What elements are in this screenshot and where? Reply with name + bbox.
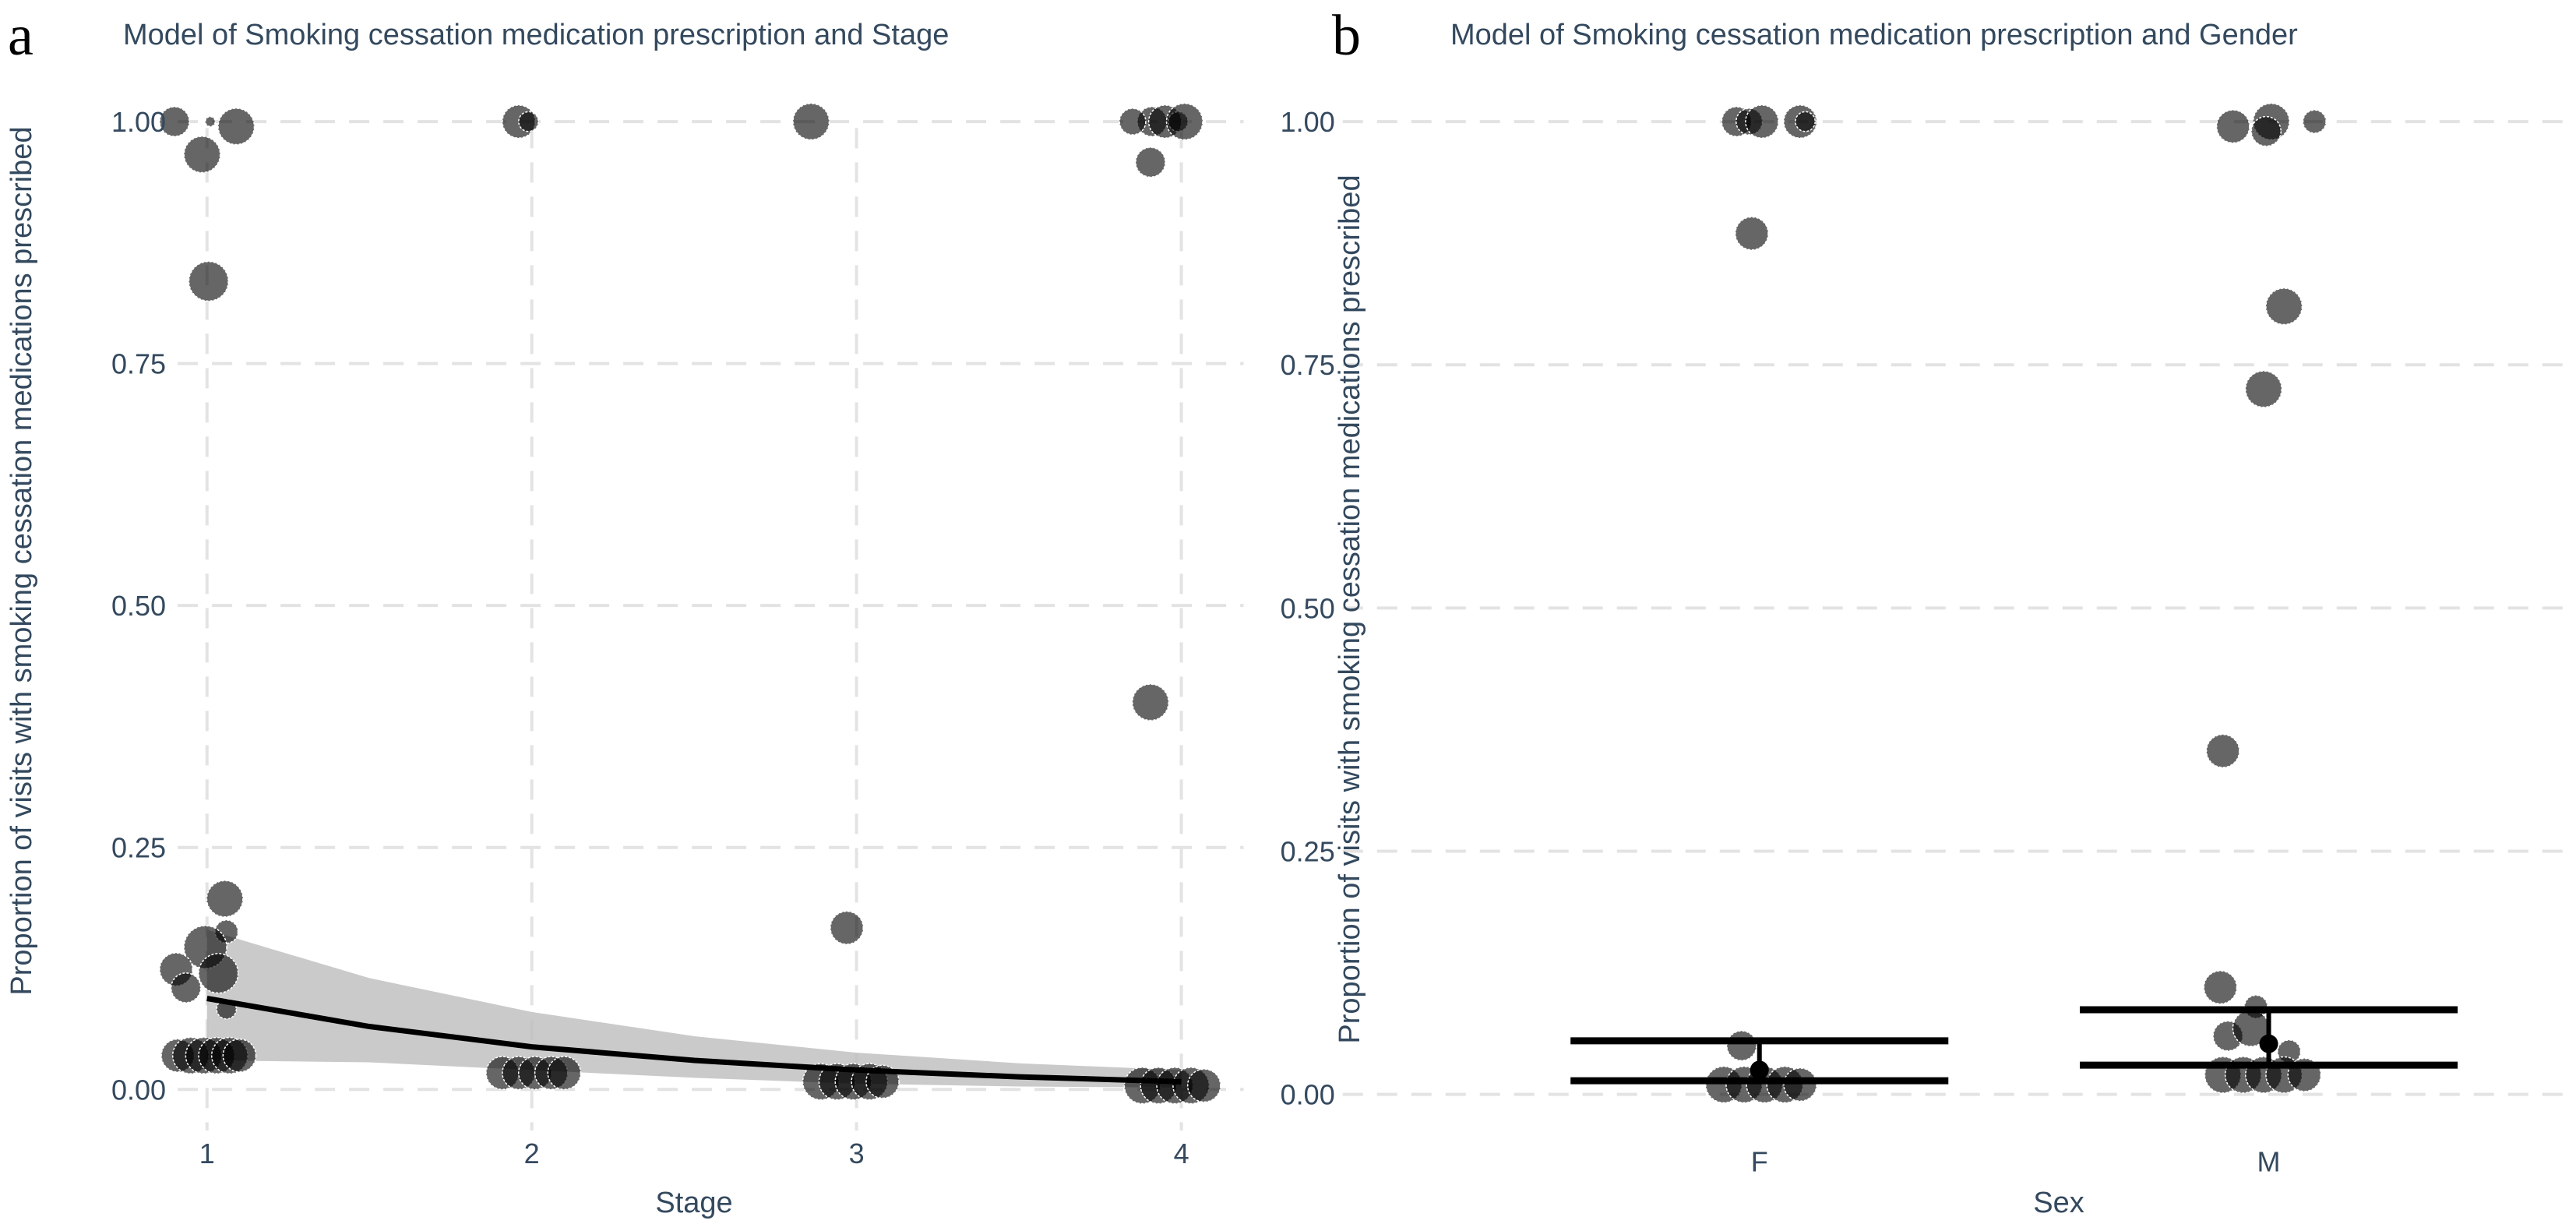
panel-a-data-point [183, 136, 221, 174]
panel-a-data-point [1132, 683, 1169, 721]
panel-a-x-tick-label: 1 [199, 1138, 215, 1169]
panel-a-y-tick-label: 1.00 [111, 106, 166, 138]
panel-b-data-point [2250, 115, 2282, 147]
panel-b-data-point [2215, 109, 2250, 144]
panel-a-data-point [1135, 146, 1166, 178]
panel-a-x-tick-label: 3 [849, 1138, 865, 1169]
panel-a-data-point [170, 972, 202, 1004]
panel-a-data-point [204, 115, 216, 128]
panel-a-data-point [1119, 108, 1147, 136]
panel-b-data-point [1783, 1067, 1817, 1102]
panel-a-data-point [217, 108, 255, 146]
panel-a-y-tick-label: 0.50 [111, 590, 166, 622]
panel-b-y-tick-label: 0.00 [1281, 1079, 1335, 1111]
panel-b-y-tick-label: 1.00 [1281, 106, 1335, 138]
panel-b-y-tick-label: 0.75 [1281, 349, 1335, 381]
panel-b-data-point [1745, 104, 1779, 139]
panel-a-data-point [222, 1038, 257, 1073]
panel-b-y-axis-label: Proportion of visits with smoking cessat… [1334, 175, 1366, 1043]
panel-b-x-tick-label: M [2257, 1146, 2281, 1178]
panel-b-y-tick-label: 0.25 [1281, 835, 1335, 867]
panel-a-data-point [792, 103, 830, 141]
panel-a-y-tick-label: 0.25 [111, 832, 166, 864]
panel-a-data-point [547, 1056, 582, 1090]
panel-a-data-point [206, 880, 244, 918]
panel-b-estimate-point [2259, 1034, 2278, 1053]
panel-a-data-point [198, 953, 239, 994]
panel-a-data-point [830, 910, 864, 945]
panel-b-estimate-point [1750, 1060, 1769, 1080]
panel-b-data-point [2302, 109, 2327, 134]
panel-b-data-point [2245, 370, 2282, 408]
panel-b-title: Model of Smoking cessation medication pr… [1450, 19, 2298, 51]
panel-a-y-tick-label: 0.75 [111, 348, 166, 380]
panel-a-y-axis-label: Proportion of visits with smoking cessat… [5, 126, 38, 995]
panel-b-x-axis-label: Sex [2033, 1187, 2084, 1219]
panel-a-title: Model of Smoking cessation medication pr… [123, 19, 949, 51]
panel-b-data-point [1735, 216, 1769, 251]
panel-b-data-point [2265, 287, 2303, 326]
panel-a-data-point [159, 106, 190, 137]
panel-a-x-tick-label: 4 [1174, 1138, 1189, 1169]
panel-b-data-point [1726, 1030, 1757, 1061]
panel-a-fit-line [206, 996, 1182, 1085]
panel-a-letter: a [8, 4, 33, 68]
panel-b-data-point [2205, 734, 2240, 768]
panel-a-confidence-ribbon [206, 929, 1182, 1088]
panel-a: a Model of Smoking cessation medication … [5, 4, 1244, 1219]
panel-b-y-tick-label: 0.50 [1281, 592, 1335, 624]
panel-a-y-tick-label: 0.00 [111, 1074, 166, 1106]
panel-b-data-point [1795, 111, 1816, 132]
panel-b-x-tick-label: F [1751, 1146, 1768, 1178]
panel-b: b Model of Smoking cessation medication … [1281, 4, 2576, 1219]
panel-a-data-point [1186, 1068, 1221, 1103]
panel-a-x-axis-label: Stage [655, 1187, 732, 1219]
panel-a-x-tick-label: 2 [524, 1138, 540, 1169]
panel-a-data-point [518, 111, 539, 132]
panel-b-letter: b [1332, 4, 1361, 68]
panel-a-data-point [1165, 103, 1203, 141]
panel-b-data-point [2203, 970, 2238, 1005]
panel-a-data-point [188, 260, 229, 302]
